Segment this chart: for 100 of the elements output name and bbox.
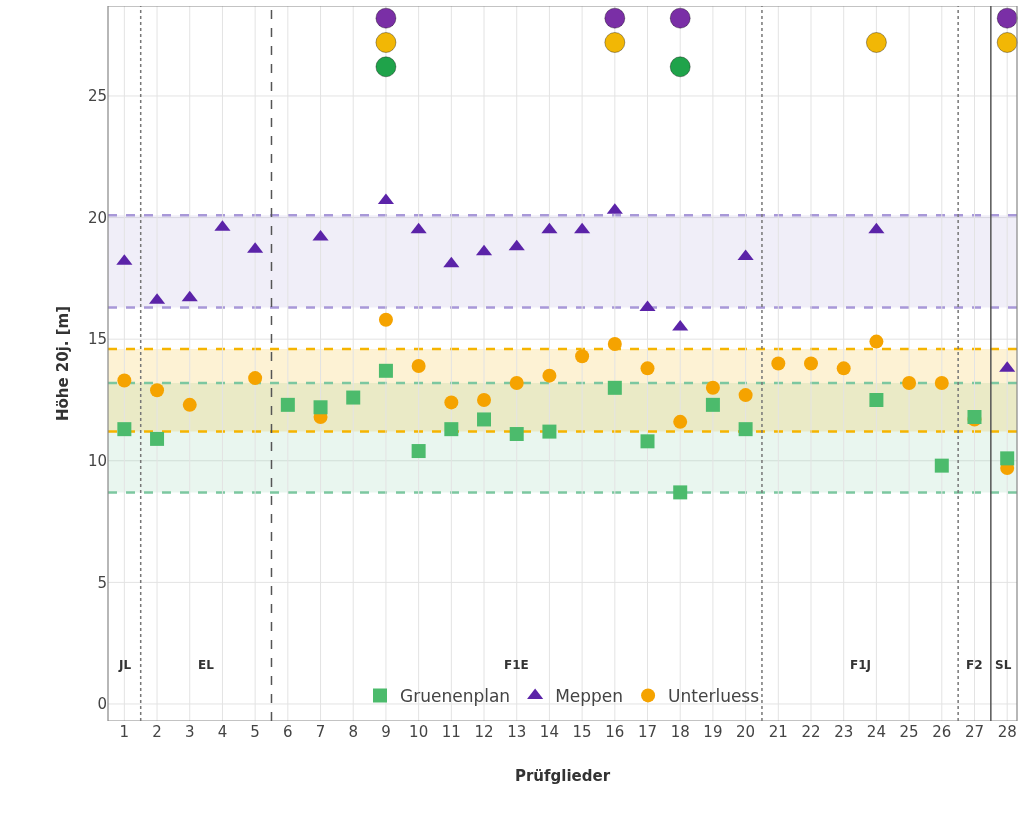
point	[673, 414, 688, 429]
point	[117, 373, 132, 388]
annotation: SL	[995, 658, 1012, 672]
point	[508, 239, 525, 251]
point	[639, 300, 656, 312]
x-tick-label: 21	[768, 723, 788, 741]
point	[804, 356, 818, 371]
x-tick-label: 24	[866, 723, 886, 741]
x-tick-label: 20	[736, 723, 756, 741]
y-tick-label: 0	[97, 695, 107, 714]
x-tick-label: 26	[932, 723, 952, 741]
point	[444, 422, 459, 437]
y-tick-label: 10	[87, 452, 107, 471]
annotation: F1E	[504, 658, 529, 672]
point	[378, 363, 393, 378]
point	[604, 7, 626, 29]
point	[248, 371, 263, 386]
annotation: F1J	[850, 658, 872, 672]
point	[738, 422, 753, 437]
point	[117, 422, 132, 437]
point	[836, 361, 851, 376]
x-tick-label: 28	[997, 723, 1017, 741]
point	[738, 388, 753, 403]
point	[375, 56, 397, 78]
point	[868, 222, 885, 234]
point	[996, 31, 1018, 53]
point	[542, 368, 557, 383]
point	[771, 356, 786, 371]
x-tick-label: 11	[441, 723, 461, 741]
point	[346, 390, 361, 405]
x-tick-label: 15	[572, 723, 592, 741]
x-tick-label: 19	[703, 723, 723, 741]
point	[1000, 451, 1015, 466]
point	[865, 31, 887, 53]
x-tick-label: 27	[964, 723, 985, 741]
point	[574, 222, 591, 234]
point	[669, 56, 691, 78]
y-tick-label: 5	[97, 573, 107, 592]
point	[669, 7, 691, 29]
point	[182, 397, 197, 412]
point	[410, 222, 427, 234]
point	[869, 334, 884, 349]
point	[541, 222, 558, 234]
point	[934, 458, 949, 473]
legend-label: Unterluess	[668, 686, 760, 707]
point	[640, 434, 655, 449]
point	[375, 31, 397, 53]
point	[411, 444, 426, 459]
point	[477, 392, 492, 407]
point	[411, 358, 426, 373]
point	[575, 349, 590, 364]
point	[313, 400, 328, 415]
x-tick-label: 4	[217, 723, 228, 741]
annotation: EL	[198, 658, 215, 672]
y-tick-label: 20	[87, 208, 107, 227]
point	[996, 7, 1018, 29]
x-tick-label: 23	[834, 723, 854, 741]
y-axis-title: Höhe 20j. [m]	[54, 305, 73, 422]
x-tick-label: 5	[250, 723, 260, 741]
x-tick-label: 7	[315, 723, 326, 741]
x-tick-label: 6	[283, 723, 293, 741]
point	[705, 380, 720, 395]
point	[604, 31, 626, 53]
point	[375, 7, 397, 29]
x-tick-label: 1	[119, 723, 130, 741]
x-tick-label: 8	[348, 723, 358, 741]
x-tick-label: 12	[474, 723, 494, 741]
point	[150, 383, 165, 398]
x-tick-label: 14	[539, 723, 559, 741]
x-tick-label: 25	[899, 723, 919, 741]
x-tick-label: 17	[637, 723, 658, 741]
x-tick-label: 22	[801, 723, 821, 741]
x-tick-label: 2	[152, 723, 162, 741]
y-tick-label: 25	[87, 87, 107, 106]
x-tick-label: 18	[670, 723, 690, 741]
x-tick-label: 10	[409, 723, 429, 741]
point	[542, 424, 557, 439]
x-tick-label: 16	[605, 723, 625, 741]
y-tick-label: 15	[87, 330, 107, 349]
point	[607, 380, 622, 395]
point	[705, 397, 720, 412]
point	[378, 312, 393, 327]
x-axis-title: Prüfglieder	[514, 767, 611, 785]
point	[607, 337, 622, 352]
annotation: JL	[118, 658, 132, 672]
point	[509, 427, 524, 442]
point	[280, 397, 295, 412]
point	[181, 290, 198, 302]
legend-label: Gruenenplan	[400, 686, 511, 707]
x-tick-label: 3	[184, 723, 195, 741]
x-tick-label: 9	[381, 723, 391, 741]
point	[150, 431, 165, 446]
x-tick-label: 13	[507, 723, 527, 741]
annotation: F2	[966, 658, 983, 672]
point	[443, 256, 460, 268]
point	[640, 361, 655, 376]
legend-label: Meppen	[555, 686, 624, 707]
point	[902, 375, 917, 390]
point	[477, 412, 492, 427]
point	[673, 485, 688, 500]
